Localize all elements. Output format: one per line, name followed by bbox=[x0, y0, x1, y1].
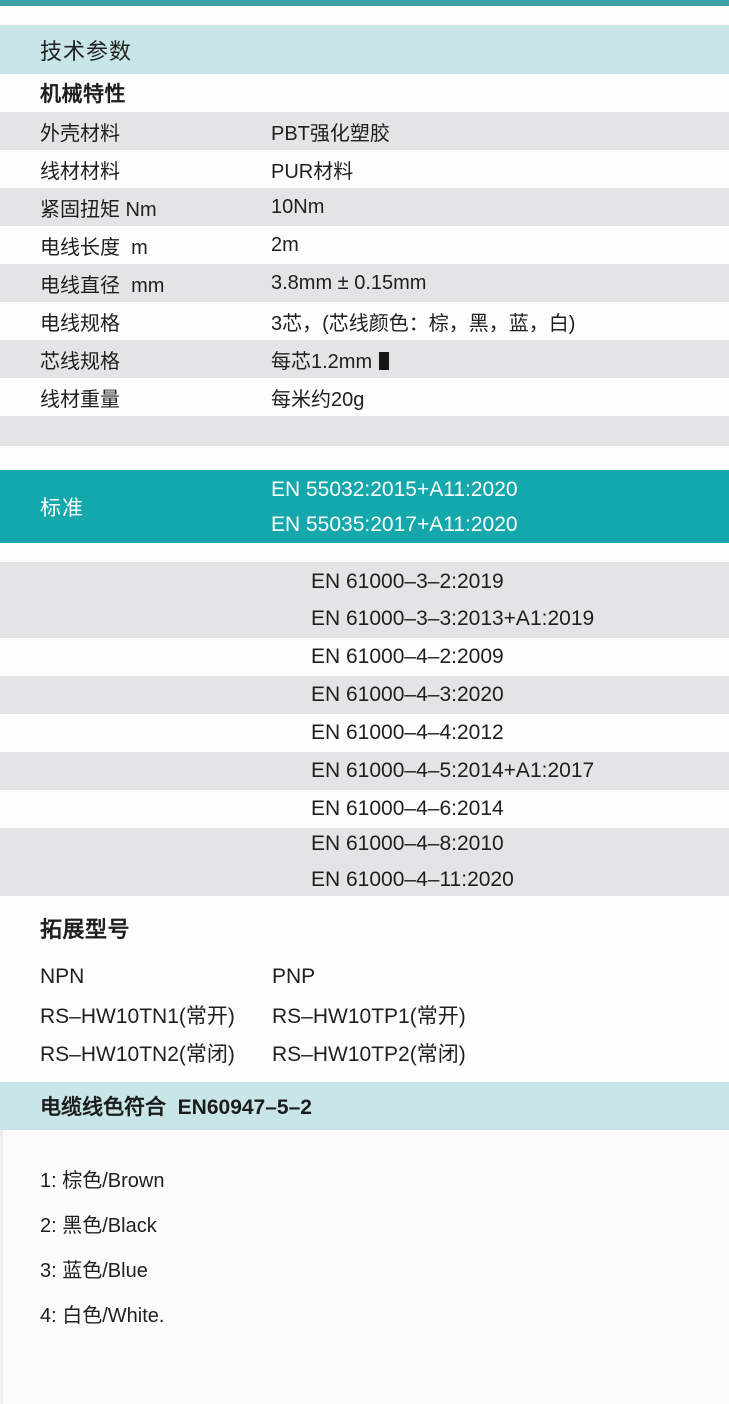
models-row: RS–HW10TN1(常开) RS–HW10TP1(常开) bbox=[0, 996, 729, 1034]
page-header: 技术参数 bbox=[0, 25, 729, 74]
spec-row-wire-material: 线材材料 PUR材料 bbox=[0, 150, 729, 188]
spec-row-core-spec: 芯线规格 每芯1.2mm bbox=[0, 340, 729, 378]
spec-value: 每芯1.2mm bbox=[271, 345, 390, 374]
standards-group: EN 61000–3–2:2019 EN 61000–3–3:2013+A1:2… bbox=[0, 562, 729, 638]
models-column-header-npn: NPN bbox=[40, 965, 85, 988]
standard-item: EN 61000–4–4:2012 bbox=[0, 714, 729, 752]
top-accent-strip bbox=[0, 0, 729, 6]
model-number: RS–HW10TN1(常开) bbox=[40, 1005, 235, 1028]
cable-color-note-band: 电缆线色符合 EN60947–5–2 bbox=[0, 1082, 729, 1130]
spec-value: 3芯，(芯线颜色：棕，黑，蓝，白) bbox=[271, 312, 576, 335]
wire-color-item: 3: 蓝色/Blue bbox=[40, 1260, 148, 1282]
section-title-text: 机械特性 bbox=[40, 83, 126, 106]
standard-item: EN 61000–4–6:2014 bbox=[0, 790, 729, 828]
standards-highlighted: EN 55032:2015+A11:2020 EN 55035:2017+A11… bbox=[271, 472, 518, 542]
standard-item: EN 61000–4–3:2020 bbox=[0, 676, 729, 714]
standard-item: EN 61000–4–5:2014+A1:2017 bbox=[0, 752, 729, 790]
wire-colors-section: 1: 棕色/Brown 2: 黑色/Black 3: 蓝色/Blue 4: 白色… bbox=[0, 1130, 729, 1404]
spec-label: 电线长度 m bbox=[40, 236, 148, 259]
models-row: RS–HW10TN2(常闭) RS–HW10TP2(常闭) bbox=[0, 1034, 729, 1072]
standards-group: EN 61000–4–8:2010 EN 61000–4–11:2020 bbox=[0, 828, 729, 896]
models-header-row: NPN PNP bbox=[0, 958, 729, 996]
spec-value-text: 每芯1.2mm bbox=[271, 350, 373, 373]
section-title-extended-models: 拓展型号 bbox=[40, 917, 131, 942]
spec-value: PUR材料 bbox=[271, 160, 354, 183]
spec-row-tightening-torque: 紧固扭矩 Nm 10Nm bbox=[0, 188, 729, 226]
wire-color-item: 4: 白色/White. bbox=[40, 1305, 165, 1327]
spec-value: 2m bbox=[271, 233, 299, 256]
spec-value: 每米约20g bbox=[271, 388, 365, 411]
model-number: RS–HW10TN2(常闭) bbox=[40, 1043, 235, 1066]
spec-label: 线材重量 bbox=[40, 388, 120, 411]
spec-label: 电线直径 mm bbox=[40, 274, 165, 297]
spec-label: 电线规格 bbox=[40, 312, 120, 335]
standard-item: EN 55035:2017+A11:2020 bbox=[271, 512, 518, 536]
spec-label: 紧固扭矩 Nm bbox=[40, 198, 157, 221]
spacer bbox=[0, 6, 729, 25]
models-column-header-pnp: PNP bbox=[272, 965, 316, 988]
standard-item: EN 61000–3–3:2013+A1:2019 bbox=[311, 607, 595, 630]
spec-row-wire-spec: 电线规格 3芯，(芯线颜色：棕，黑，蓝，白) bbox=[0, 302, 729, 340]
extended-models-section: 拓展型号 NPN PNP RS–HW10TN1(常开) RS–HW10TP1(常… bbox=[0, 896, 729, 1082]
standards-band: 标准 EN 55032:2015+A11:2020 EN 55035:2017+… bbox=[0, 470, 729, 543]
spec-row-wire-weight: 线材重量 每米约20g bbox=[0, 378, 729, 416]
wire-color-item: 2: 黑色/Black bbox=[40, 1215, 157, 1237]
spacer bbox=[0, 543, 729, 562]
standard-item: EN 55032:2015+A11:2020 bbox=[271, 477, 518, 501]
wire-color-item: 1: 棕色/Brown bbox=[40, 1170, 165, 1192]
model-number: RS–HW10TP2(常闭) bbox=[272, 1043, 466, 1066]
spec-label: 线材材料 bbox=[40, 160, 120, 183]
page-title: 技术参数 bbox=[40, 38, 133, 64]
standard-item: EN 61000–4–8:2010 bbox=[311, 832, 504, 855]
missing-glyph-box-icon bbox=[379, 351, 390, 370]
spec-value: 3.8mm ± 0.15mm bbox=[271, 271, 427, 294]
standard-item: EN 61000–4–2:2009 bbox=[0, 638, 729, 676]
standard-item: EN 61000–3–2:2019 bbox=[311, 570, 504, 593]
spec-value: PBT强化塑胶 bbox=[271, 122, 390, 145]
model-number: RS–HW10TP1(常开) bbox=[272, 1005, 466, 1028]
spec-row-wire-length: 电线长度 m 2m bbox=[0, 226, 729, 264]
spec-row-housing-material: 外壳材料 PBT强化塑胶 bbox=[0, 112, 729, 150]
standard-item: EN 61000–4–11:2020 bbox=[311, 868, 514, 891]
spacer bbox=[0, 446, 729, 470]
spec-label: 芯线规格 bbox=[40, 350, 120, 373]
spec-row-wire-diameter: 电线直径 mm 3.8mm ± 0.15mm bbox=[0, 264, 729, 302]
cable-color-note: 电缆线色符合 EN60947–5–2 bbox=[40, 1096, 312, 1119]
empty-gray-row bbox=[0, 416, 729, 446]
models-grid: NPN PNP RS–HW10TN1(常开) RS–HW10TP1(常开) RS… bbox=[0, 958, 729, 1072]
spec-value: 10Nm bbox=[271, 195, 325, 218]
spec-label: 外壳材料 bbox=[40, 122, 120, 145]
section-title-mechanical: 机械特性 bbox=[0, 74, 729, 112]
standards-label: 标准 bbox=[40, 496, 84, 520]
